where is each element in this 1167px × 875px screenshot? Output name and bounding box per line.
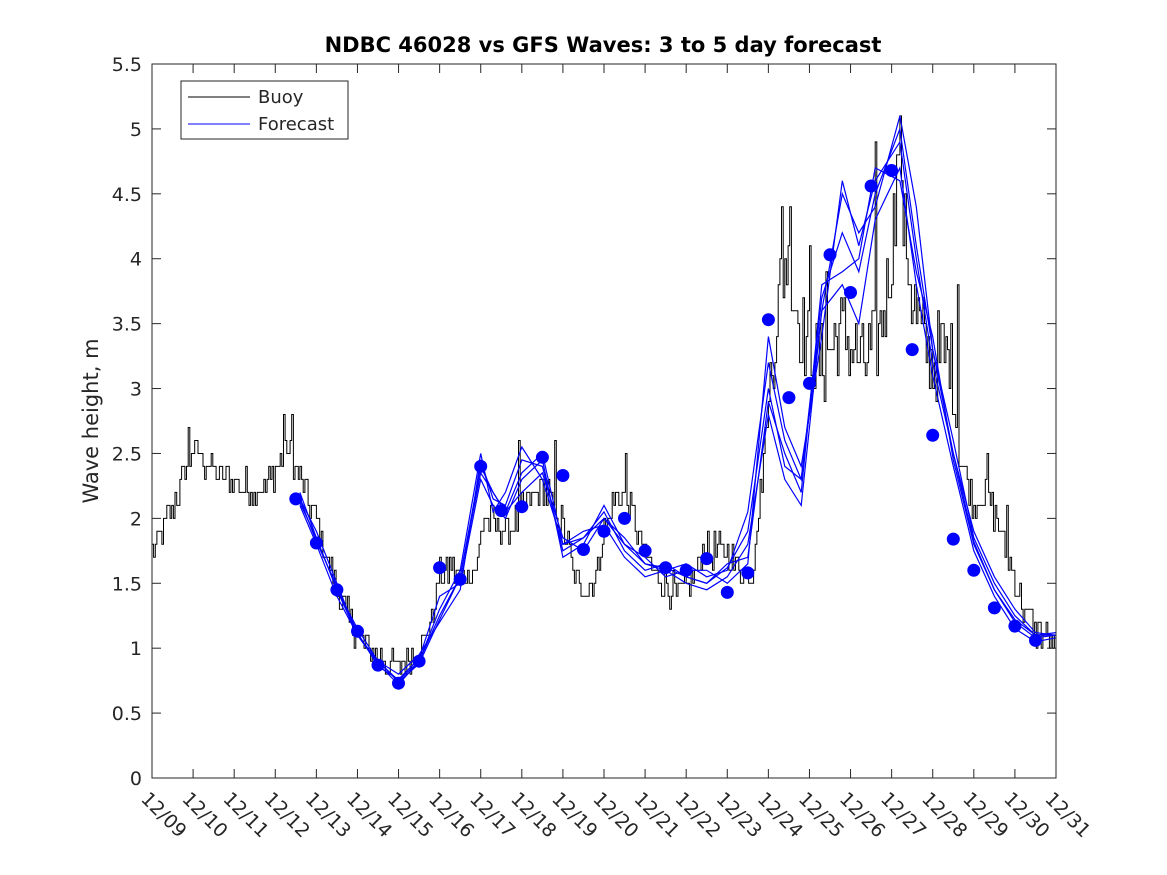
forecast-marker [782,391,796,405]
legend-box [180,80,349,140]
forecast-marker [659,561,673,575]
y-axis-label: Wave height, m [79,338,103,503]
forecast-marker [823,248,837,262]
forecast-marker [474,459,488,473]
forecast-marker [351,624,364,638]
forecast-marker [289,492,303,506]
forecast-marker [761,313,775,327]
forecast-marker [700,552,714,566]
forecast-marker [1029,633,1042,647]
y-tick-label: 0.5 [112,703,142,725]
y-tick-label: 5.5 [112,54,142,76]
y-tick-label: 4 [130,249,142,271]
forecast-marker [638,544,652,558]
forecast-marker [577,543,590,556]
forecast-marker [556,469,570,482]
forecast-marker [679,563,693,577]
forecast-marker [515,500,529,514]
axes-background [152,64,1056,778]
forecast-marker [967,563,981,577]
forecast-marker [885,164,899,177]
y-tick-label: 2 [130,508,142,530]
forecast-run-line-4 [299,140,1057,681]
y-axis: 0 0.5 1 1.5 2 2.5 3 3.5 4 4.5 5 5.5 [112,54,1056,790]
forecast-marker [371,658,385,672]
forecast-marker [987,601,1001,615]
forecast-run-line-2 [299,166,1057,675]
forecast-marker [412,654,426,668]
y-tick-label: 3 [130,379,142,401]
series-layer [152,115,1057,690]
y-tick-label: 0 [130,768,142,790]
forecast-marker [597,524,611,538]
forecast-marker [720,585,734,599]
forecast-marker [926,428,940,442]
forecast-run-line-3 [299,165,1057,686]
forecast-marker [803,376,816,390]
forecast-marker [309,536,323,550]
y-tick-label: 4.5 [112,184,142,206]
forecast-marker [864,179,878,193]
y-tick-label: 3.5 [112,314,142,336]
y-tick-label: 2.5 [112,443,142,465]
forecast-marker [618,511,631,525]
plot-area [152,64,1056,778]
forecast-run-line-5 [299,128,1056,683]
y-tick-label: 1 [130,638,142,660]
forecast-marker [1008,619,1022,633]
legend-forecast-label: Forecast [258,114,334,135]
legend: Buoy Forecast [180,80,349,140]
forecast-marker [453,572,467,586]
buoy-series-line [152,115,1056,675]
forecast-marker [905,343,919,357]
forecast-marker [535,450,549,464]
forecast-marker [494,504,508,518]
forecast-marker [433,561,447,575]
forecast-marker [844,286,857,299]
forecast-marker [741,566,755,580]
chart-title: NDBC 46028 vs GFS Waves: 3 to 5 day fore… [325,33,882,57]
forecast-marker [330,583,344,597]
legend-buoy-label: Buoy [258,87,304,108]
y-tick-label: 5 [130,119,142,141]
forecast-marker [392,676,405,690]
forecast-marker [946,532,960,546]
y-tick-label: 1.5 [112,573,142,595]
